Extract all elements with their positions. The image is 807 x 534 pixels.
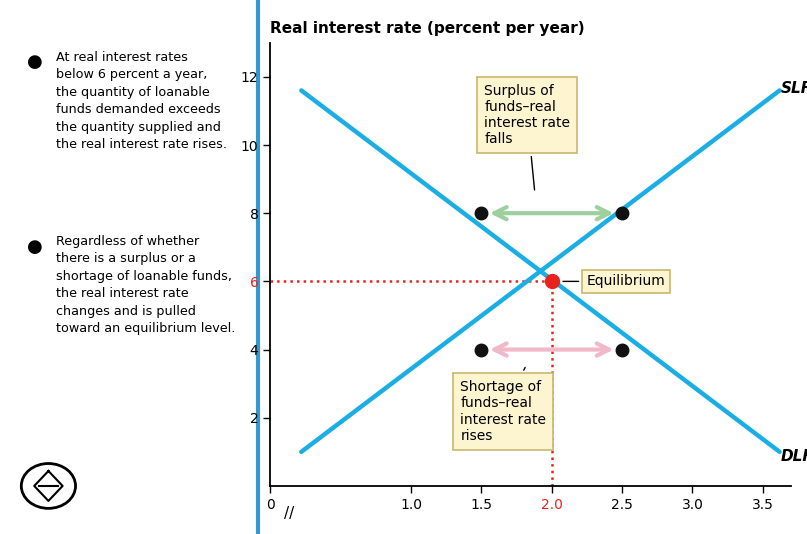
Text: //: // (283, 506, 294, 521)
Text: Regardless of whether
there is a surplus or a
shortage of loanable funds,
the re: Regardless of whether there is a surplus… (56, 235, 236, 335)
Text: Reset: Reset (99, 356, 151, 371)
Text: ●: ● (27, 53, 43, 72)
Text: ●: ● (27, 238, 43, 256)
Text: DLF: DLF (781, 450, 807, 465)
Text: SLF: SLF (781, 81, 807, 96)
Text: Surplus of
funds–real
interest rate
falls: Surplus of funds–real interest rate fall… (484, 84, 571, 190)
Text: Real interest rate (percent per year): Real interest rate (percent per year) (270, 21, 585, 36)
Text: Equilibrium: Equilibrium (563, 274, 666, 288)
Text: At real interest rates
below 6 percent a year,
the quantity of loanable
funds de: At real interest rates below 6 percent a… (56, 51, 227, 151)
Text: Shortage of
funds–real
interest rate
rises: Shortage of funds–real interest rate ris… (460, 367, 546, 443)
